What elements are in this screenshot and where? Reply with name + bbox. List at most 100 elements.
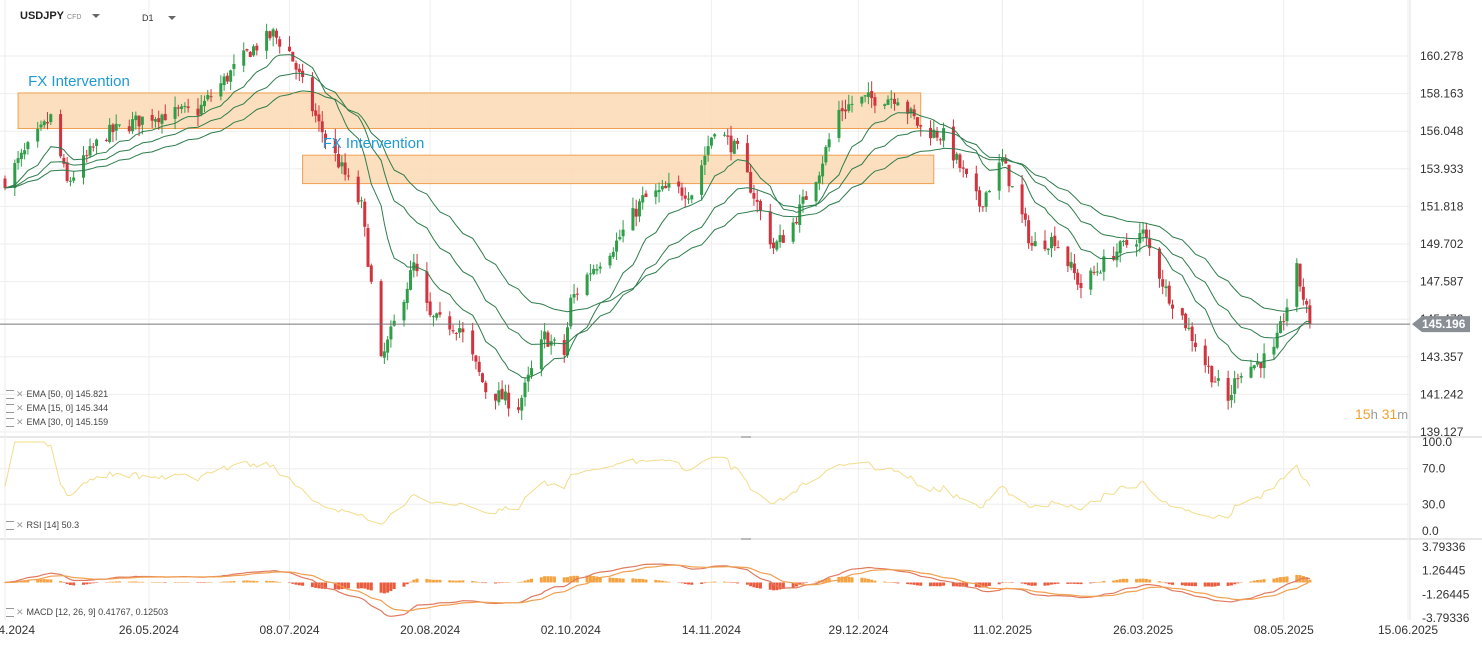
candle-body[interactable] bbox=[392, 320, 396, 326]
candle-body[interactable] bbox=[320, 121, 324, 133]
candle-body[interactable] bbox=[81, 155, 85, 178]
candle-body[interactable] bbox=[225, 75, 229, 82]
candle-body[interactable] bbox=[860, 96, 864, 104]
remove-icon[interactable]: ✕ bbox=[16, 607, 24, 617]
candle-body[interactable] bbox=[752, 193, 756, 199]
candle-body[interactable] bbox=[1256, 362, 1260, 365]
candle-body[interactable] bbox=[1305, 301, 1309, 305]
candle-body[interactable] bbox=[382, 351, 386, 358]
candle-body[interactable] bbox=[173, 107, 177, 119]
candle-body[interactable] bbox=[821, 163, 825, 177]
ema50-legend[interactable]: ✕ EMA [50, 0] 145.821 bbox=[6, 389, 108, 400]
candle-body[interactable] bbox=[1157, 248, 1161, 279]
visibility-menu-icon[interactable] bbox=[6, 521, 14, 531]
candle-body[interactable] bbox=[722, 134, 726, 136]
candle-body[interactable] bbox=[229, 70, 233, 82]
candle-body[interactable] bbox=[964, 168, 968, 175]
candle-body[interactable] bbox=[804, 196, 808, 200]
candle-body[interactable] bbox=[1295, 263, 1299, 307]
candle-body[interactable] bbox=[1115, 251, 1119, 261]
candle-body[interactable] bbox=[448, 316, 452, 330]
candle-body[interactable] bbox=[726, 135, 730, 137]
candle-body[interactable] bbox=[88, 146, 92, 156]
candle-body[interactable] bbox=[732, 140, 736, 154]
candle-body[interactable] bbox=[1193, 342, 1197, 348]
candle-body[interactable] bbox=[667, 183, 671, 188]
candle-body[interactable] bbox=[690, 195, 694, 200]
candle-body[interactable] bbox=[3, 178, 7, 189]
candle-body[interactable] bbox=[566, 327, 570, 356]
candle-body[interactable] bbox=[546, 332, 550, 347]
candle-body[interactable] bbox=[1164, 286, 1168, 289]
remove-icon[interactable]: ✕ bbox=[16, 417, 24, 427]
candle-body[interactable] bbox=[310, 77, 314, 112]
candle-body[interactable] bbox=[791, 222, 795, 242]
candle-body[interactable] bbox=[461, 328, 465, 333]
candle-body[interactable] bbox=[598, 266, 602, 269]
symbol-selector[interactable]: USDJPY CFD bbox=[20, 10, 81, 22]
ema30-legend[interactable]: ✕ EMA [30, 0] 145.159 bbox=[6, 417, 108, 428]
candle-body[interactable] bbox=[608, 255, 612, 266]
candle-body[interactable] bbox=[758, 201, 762, 211]
candle-body[interactable] bbox=[16, 158, 20, 163]
candle-body[interactable] bbox=[1112, 255, 1116, 260]
candle-body[interactable] bbox=[1023, 213, 1027, 220]
candle-body[interactable] bbox=[209, 96, 213, 98]
candle-body[interactable] bbox=[706, 146, 710, 155]
candle-body[interactable] bbox=[516, 407, 520, 410]
candle-body[interactable] bbox=[1285, 307, 1289, 322]
candle-body[interactable] bbox=[405, 288, 409, 303]
candle-body[interactable] bbox=[1213, 381, 1217, 383]
candle-body[interactable] bbox=[1125, 240, 1129, 246]
candle-body[interactable] bbox=[827, 139, 831, 148]
candle-body[interactable] bbox=[798, 204, 802, 226]
candle-body[interactable] bbox=[91, 146, 95, 148]
candle-body[interactable] bbox=[268, 31, 272, 39]
candle-body[interactable] bbox=[402, 301, 406, 321]
candle-body[interactable] bbox=[615, 240, 619, 252]
candle-body[interactable] bbox=[26, 142, 30, 150]
candle-body[interactable] bbox=[1135, 244, 1139, 247]
candle-body[interactable] bbox=[1171, 304, 1175, 309]
candle-body[interactable] bbox=[248, 51, 252, 57]
candle-body[interactable] bbox=[1229, 395, 1233, 401]
candle-body[interactable] bbox=[1144, 229, 1148, 238]
candle-body[interactable] bbox=[206, 95, 210, 100]
candle-body[interactable] bbox=[471, 330, 475, 355]
candle-body[interactable] bbox=[454, 332, 458, 334]
candle-body[interactable] bbox=[654, 190, 658, 197]
candle-body[interactable] bbox=[906, 101, 910, 114]
candle-body[interactable] bbox=[291, 51, 295, 62]
candle-body[interactable] bbox=[507, 392, 511, 409]
symbol-chevron-down-icon[interactable] bbox=[92, 14, 100, 18]
candle-body[interactable] bbox=[42, 121, 46, 126]
candle-body[interactable] bbox=[1298, 263, 1302, 287]
candle-body[interactable] bbox=[19, 152, 23, 160]
candle-body[interactable] bbox=[687, 198, 691, 200]
candle-body[interactable] bbox=[683, 195, 687, 199]
candle-body[interactable] bbox=[1190, 326, 1194, 342]
candle-body[interactable] bbox=[389, 326, 393, 340]
candle-body[interactable] bbox=[255, 45, 259, 51]
candle-body[interactable] bbox=[644, 193, 648, 197]
candle-body[interactable] bbox=[824, 146, 828, 163]
candle-body[interactable] bbox=[294, 62, 298, 70]
timeframe-chevron-down-icon[interactable] bbox=[168, 16, 176, 20]
remove-icon[interactable]: ✕ bbox=[16, 403, 24, 413]
candle-body[interactable] bbox=[134, 115, 138, 121]
candle-body[interactable] bbox=[680, 187, 684, 196]
candle-body[interactable] bbox=[140, 116, 144, 125]
candle-body[interactable] bbox=[484, 382, 488, 393]
candle-body[interactable] bbox=[778, 235, 782, 243]
candle-body[interactable] bbox=[755, 199, 759, 202]
candle-body[interactable] bbox=[265, 30, 269, 51]
candle-body[interactable] bbox=[242, 50, 246, 66]
candle-body[interactable] bbox=[297, 68, 301, 72]
candle-body[interactable] bbox=[1249, 366, 1253, 378]
candle-body[interactable] bbox=[480, 373, 484, 383]
candle-body[interactable] bbox=[915, 117, 919, 126]
candle-body[interactable] bbox=[768, 211, 772, 245]
candle-body[interactable] bbox=[111, 124, 115, 133]
candle-body[interactable] bbox=[428, 301, 432, 316]
